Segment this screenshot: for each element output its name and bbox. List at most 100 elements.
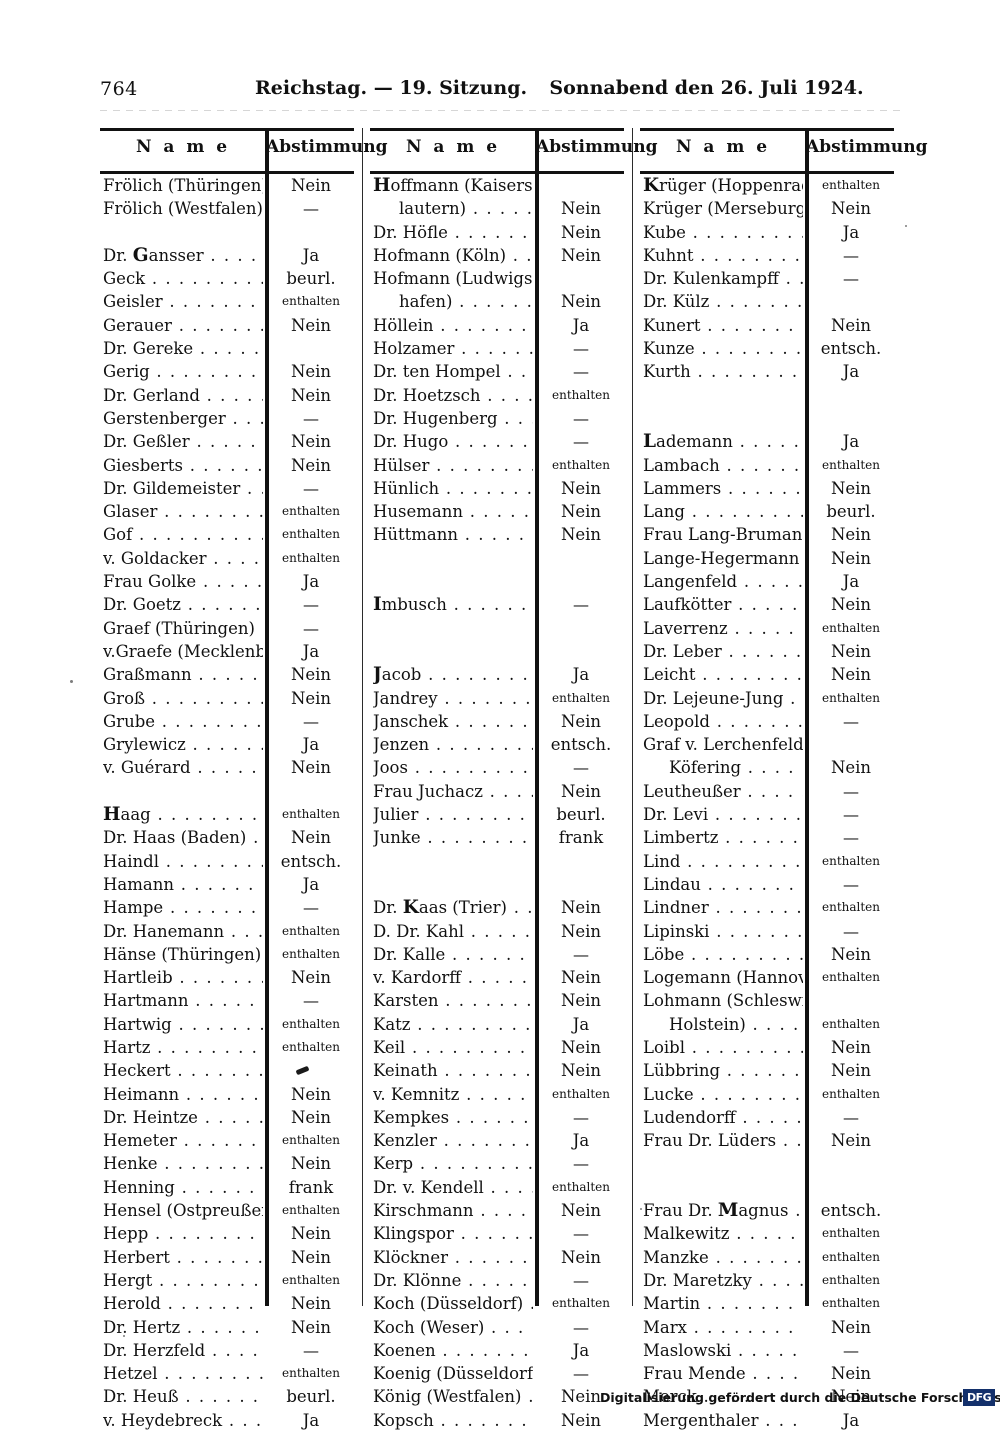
table-row: Mergenthaler . . . . . . . . . Ja bbox=[640, 1409, 894, 1432]
leader-dots: . . . . . . . . . . . . . . bbox=[454, 711, 533, 731]
table-row: Dr. Hugenberg . . . . . . . — bbox=[370, 407, 624, 430]
leader-dots: . . . bbox=[247, 478, 263, 498]
leader-dots: . . . . . . . bbox=[232, 408, 264, 428]
vote-value: Nein bbox=[290, 176, 332, 195]
headline-title: Reichstag. — 19. Sitzung. bbox=[255, 77, 528, 99]
leader-dots: . . . . . . . . . . . . bbox=[747, 781, 803, 801]
table-row: Lademann . . . . . . . . . . . . . . Ja bbox=[640, 430, 894, 453]
leader-dots: . . . . . . . . . . . . . . bbox=[195, 991, 263, 1011]
vote-value: Nein bbox=[830, 199, 872, 219]
vote-value: Nein bbox=[830, 595, 872, 615]
member-name: Kirschmann . . . . . . . . . . . . bbox=[373, 1199, 533, 1222]
table-row: Kube . . . . . . . . . . . . . . . . . .… bbox=[640, 221, 894, 244]
table-row: Herold . . . . . . . . . . . . . . . . .… bbox=[100, 1292, 354, 1315]
running-head: 764 Reichstag. — 19. Sitzung. Sonnabend … bbox=[0, 77, 1000, 104]
leader-dots: . . . . . . . . . . . . bbox=[468, 1270, 533, 1290]
member-name: Merck . . . . . . . . . . . . . . . . . … bbox=[643, 1385, 803, 1408]
table-row: Hergt . . . . . . . . . . . . . . . . . … bbox=[100, 1269, 354, 1292]
table-row: Frau Golke . . . . . . . . . . . . Ja bbox=[100, 570, 354, 593]
table-row: Haindl . . . . . . . . . . . . . . . . .… bbox=[100, 850, 354, 873]
member-name: Kube . . . . . . . . . . . . . . . . . .… bbox=[643, 221, 803, 244]
vote-value: — bbox=[303, 618, 319, 638]
leader-dots: . . . . . . . . . bbox=[213, 548, 263, 568]
leader-dots: . . . . . . . . . . . . . . . . . . . . bbox=[417, 1014, 533, 1034]
table-row: Geck . . . . . . . . . . . . . . . . . .… bbox=[100, 267, 354, 290]
leader-dots: . . . . . . . . . . . . . . . . . bbox=[706, 1294, 803, 1314]
table-row: Gof . . . . . . . . . . . . . . . . . . … bbox=[100, 523, 354, 546]
vote-value: — bbox=[843, 921, 859, 941]
table-row: Dr. Leber . . . . . . . . . . . . . Nein bbox=[640, 640, 894, 663]
headline-subtitle: Sonnabend den 26. Juli 1924. bbox=[549, 77, 864, 99]
vote-value: — bbox=[303, 898, 319, 918]
leader-dots: . . . . . . . . . . . . . . . . bbox=[169, 292, 263, 312]
member-name: Höllein . . . . . . . . . . . . . . . . bbox=[373, 314, 533, 337]
member-name: Julier . . . . . . . . . . . . . . . . . bbox=[373, 803, 533, 826]
table-row: Kirschmann . . . . . . . . . . . . Nein bbox=[370, 1199, 624, 1222]
leader-dots: . . . . . . . . . . bbox=[470, 921, 533, 941]
leader-dots: . . . . . . . . . . . . . bbox=[192, 735, 263, 755]
group-spacer bbox=[640, 1176, 894, 1199]
vote-value: Nein bbox=[830, 1387, 872, 1407]
leader-dots: . . . . . . . . . . . . . bbox=[189, 455, 263, 475]
member-name: Dr. Heuß . . . . . . . . . . . . . . bbox=[103, 1385, 263, 1408]
member-name: Dr. Külz . . . . . . . . . . . . . . bbox=[643, 290, 803, 313]
table-row: Katz . . . . . . . . . . . . . . . . . .… bbox=[370, 1013, 624, 1036]
table-row: Frau Lang-Brumann . . Nein bbox=[640, 523, 894, 546]
table-row: Hüttmann . . . . . . . . . . . . . . Nei… bbox=[370, 523, 624, 546]
member-name: Lademann . . . . . . . . . . . . . . bbox=[643, 430, 803, 453]
member-name: Dr. Geßler . . . . . . . . . . . . bbox=[103, 430, 263, 453]
leader-dots: . . . . . . . . . . . . bbox=[738, 595, 803, 615]
leader-dots: . . . . . . . . . . . . . . . . bbox=[453, 595, 533, 615]
vote-value: Nein bbox=[830, 478, 872, 498]
leader-dots: . . . . . . . . . . bbox=[206, 385, 263, 405]
table-row: v. Guérard . . . . . . . . . . . . Nein bbox=[100, 756, 354, 779]
vote-value: Ja bbox=[572, 665, 590, 685]
member-name: Frölich (Thüringen) bbox=[103, 176, 263, 195]
leader-dots: . . . . . . . . . . . . . . . . bbox=[444, 1061, 533, 1081]
vote-value: Ja bbox=[842, 362, 860, 382]
leader-dots: . . . . . . . . . . . . . . . . bbox=[176, 1247, 263, 1267]
member-name: Klingspor . . . . . . . . . . . . . bbox=[373, 1222, 533, 1245]
leader-dots: . . . . . . . . . . . . . . . . bbox=[445, 991, 533, 1011]
member-name: Jenzen . . . . . . . . . . . . . . . . . bbox=[373, 733, 533, 756]
leader-dots: . . . . . . . . . . . . . . . . . . bbox=[701, 339, 803, 359]
leader-dots: . . . . . . . . . . . . . . . . . . . . bbox=[411, 1037, 533, 1057]
vote-value: enthalten bbox=[821, 853, 881, 868]
leader-dots: . . . . . . . . . . . . . bbox=[734, 618, 803, 638]
vote-value: enthalten bbox=[281, 1016, 341, 1031]
vote-value: enthalten bbox=[821, 457, 881, 472]
member-name: Löbe . . . . . . . . . . . . . . . . . .… bbox=[643, 943, 803, 966]
member-name: Hofmann (Köln) . . . . . . bbox=[373, 244, 533, 267]
table-row: Hünlich . . . . . . . . . . . . . . . . … bbox=[370, 477, 624, 500]
leader-dots: . . . . . . . . . . . . . . . . . bbox=[180, 874, 263, 894]
table-row: Giesberts . . . . . . . . . . . . . Nein bbox=[100, 454, 354, 477]
vote-value: Nein bbox=[830, 944, 872, 964]
vote-value: enthalten bbox=[281, 550, 341, 565]
member-name: Henke . . . . . . . . . . . . . . . . . … bbox=[103, 1152, 263, 1175]
table-row: Langenfeld . . . . . . . . . . . . Ja bbox=[640, 570, 894, 593]
leader-dots: . . . . . . . . . . bbox=[747, 758, 803, 778]
vote-value: enthalten bbox=[821, 690, 881, 705]
vote-value: — bbox=[303, 595, 319, 615]
table-row: Holzamer . . . . . . . . . . . . . . — bbox=[370, 337, 624, 360]
leader-dots: . . . . . . bbox=[512, 245, 533, 265]
vote-column-3: N a m e Abstimmung Krüger (Hoppenrade) e… bbox=[640, 128, 928, 1430]
table-row: Frölich (Thüringen) Nein bbox=[100, 174, 354, 197]
header-vote: Abstimmung bbox=[806, 137, 928, 157]
member-name: Henning . . . . . . . . . . . . . . . . bbox=[103, 1176, 263, 1199]
table-row: Kenzler . . . . . . . . . . . . . . . . … bbox=[370, 1129, 624, 1152]
member-name: Dr. Gerland . . . . . . . . . . bbox=[103, 384, 263, 407]
leader-dots: . . . . . . . . . . . . . . . . . . bbox=[164, 1154, 263, 1174]
leader-dots: . . . . . . . . . . . . . . . . . . bbox=[700, 1084, 803, 1104]
leader-dots: . . . . . . . bbox=[504, 408, 533, 428]
member-name: Hänse (Thüringen) . . bbox=[103, 943, 263, 966]
vote-value: Nein bbox=[830, 758, 872, 778]
member-name: Frau Dr. Magnus . . . . . bbox=[643, 1199, 803, 1222]
vote-value: Nein bbox=[830, 548, 872, 568]
member-name: Laufkötter . . . . . . . . . . . . bbox=[643, 593, 803, 616]
table-row: Krüger (Merseburg) . Nein bbox=[640, 197, 894, 220]
vote-value: — bbox=[573, 362, 589, 382]
vote-value: Ja bbox=[302, 245, 320, 265]
member-name: Karsten . . . . . . . . . . . . . . . . bbox=[373, 989, 533, 1012]
table-row: Kempkes . . . . . . . . . . . . . . . . … bbox=[370, 1106, 624, 1129]
